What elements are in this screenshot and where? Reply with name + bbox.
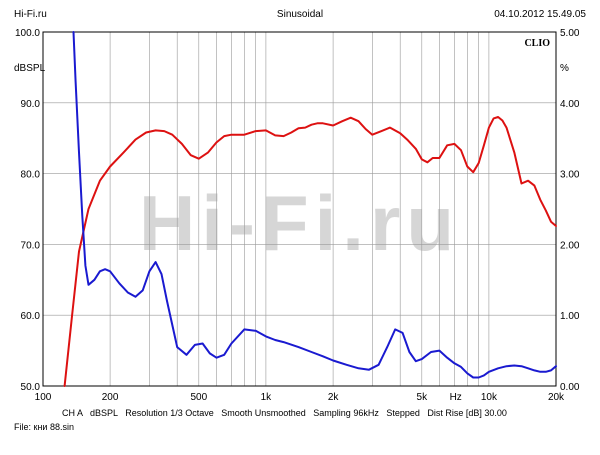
y-right-tick-label: 0.00 xyxy=(560,382,580,393)
grid xyxy=(43,32,556,386)
x-tick-label: 20k xyxy=(548,392,565,403)
y-right-unit: % xyxy=(560,63,569,74)
y-left-tick-label: 90.0 xyxy=(21,99,41,110)
y-left-tick-label: 100.0 xyxy=(15,28,40,39)
y-left-tick-label: 50.0 xyxy=(21,382,41,393)
header-mode: Sinusoidal xyxy=(277,9,323,20)
x-axis-labels: 100 200 500 1k 2k 5k Hz 10k 20k xyxy=(35,392,565,403)
spl-response-line xyxy=(63,116,557,387)
x-tick-label: 10k xyxy=(481,392,498,403)
watermark-text: Hi-Fi.ru xyxy=(139,179,460,267)
x-tick-label: 200 xyxy=(102,392,119,403)
plot-frame xyxy=(42,31,557,387)
y-right-tick-label: 5.00 xyxy=(560,28,580,39)
measurement-settings: CH A dBSPL Resolution 1/3 Octave Smooth … xyxy=(62,408,507,418)
x-tick-label: Hz xyxy=(450,392,462,403)
x-tick-label: 1k xyxy=(261,392,273,403)
x-tick-label: 100 xyxy=(35,392,52,403)
x-tick-label: 5k xyxy=(417,392,429,403)
clio-brand: CLIO xyxy=(524,38,550,49)
file-name: File: кни 88.sin xyxy=(14,422,74,432)
y-axis-labels: 100.0 90.0 80.0 70.0 60.0 50.0 5.00 4.00 3.00 2.0… xyxy=(14,28,580,393)
series-group xyxy=(63,31,557,387)
header-site: Hi-Fi.ru xyxy=(14,9,47,20)
y-left-tick-label: 80.0 xyxy=(21,170,41,181)
y-right-tick-label: 1.00 xyxy=(560,311,580,322)
x-tick-label: 500 xyxy=(190,392,207,403)
distortion-line xyxy=(72,31,557,379)
y-left-unit: dBSPL xyxy=(14,63,46,74)
header-timestamp: 04.10.2012 15.49.05 xyxy=(494,9,586,20)
y-right-tick-label: 4.00 xyxy=(560,99,580,110)
y-right-tick-label: 2.00 xyxy=(560,240,580,251)
y-right-tick-label: 3.00 xyxy=(560,170,580,181)
y-left-tick-label: 70.0 xyxy=(21,240,41,251)
watermark: Hi-Fi.ru xyxy=(139,179,460,267)
y-left-tick-label: 60.0 xyxy=(21,311,41,322)
x-tick-label: 2k xyxy=(328,392,340,403)
